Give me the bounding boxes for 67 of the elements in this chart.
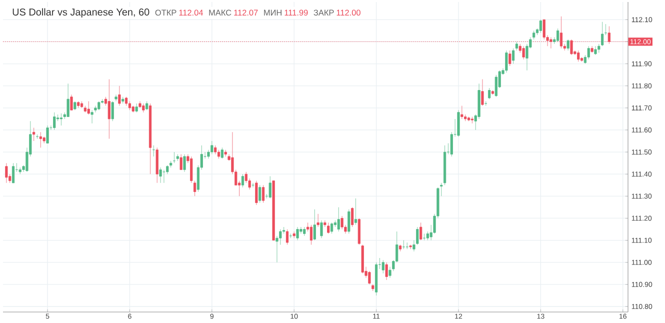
- candlestick: [313, 209, 316, 241]
- candlestick: [60, 113, 63, 126]
- candlestick: [351, 206, 354, 228]
- candlestick: [505, 50, 508, 73]
- annotation: ОТКР: [155, 10, 176, 16]
- candlestick: [354, 198, 358, 226]
- candlestick: [556, 28, 560, 42]
- candlestick: [577, 50, 580, 62]
- candlestick: [114, 94, 118, 102]
- candlestick: [220, 147, 224, 159]
- candlestick: [522, 46, 525, 60]
- candlestick: [330, 222, 334, 234]
- candlestick: [258, 184, 262, 204]
- candlestick: [320, 220, 323, 238]
- candlestick: [539, 19, 542, 34]
- candlestick: [159, 167, 162, 184]
- candlestick: [66, 83, 70, 117]
- candlestick: [566, 39, 570, 51]
- candlestick: [39, 132, 42, 148]
- candlestick: [368, 270, 371, 285]
- text: US Dollar vs Japanese Yen, 60: [12, 8, 150, 18]
- candlestick: [118, 86, 121, 106]
- candlestick: [244, 172, 248, 184]
- candlestick: [337, 206, 340, 232]
- candlestick: [296, 226, 299, 241]
- candlestick: [587, 46, 590, 60]
- candlestick: [183, 154, 186, 172]
- annotation: ЗАКР: [314, 10, 334, 16]
- candlestick: [286, 228, 289, 245]
- candlestick: [46, 125, 49, 144]
- candlestick: [241, 174, 244, 188]
- candlestick: [53, 112, 56, 130]
- candlestick: [111, 101, 114, 122]
- candlestick: [488, 88, 491, 100]
- candlestick: [512, 48, 515, 64]
- candlestick: [268, 176, 272, 199]
- candlestick: [12, 162, 15, 184]
- candlestick: [508, 50, 512, 66]
- candlestick: [340, 216, 344, 230]
- candlestick: [32, 128, 36, 142]
- candlestick: [460, 105, 464, 120]
- candlestick: [87, 101, 90, 115]
- candlestick: [210, 140, 214, 155]
- candlestick: [262, 184, 265, 204]
- candlestick: [494, 74, 498, 98]
- annotation: МИН: [264, 10, 282, 16]
- candlestick: [382, 260, 384, 274]
- candlestick: [385, 262, 388, 280]
- annotation: 112.04: [179, 10, 203, 16]
- candlestick: [70, 94, 73, 110]
- candlestick: [457, 110, 460, 137]
- candlestick: [90, 110, 94, 124]
- candlestick: [5, 162, 8, 184]
- candlestick: [601, 22, 604, 46]
- candlestick: [108, 78, 110, 140]
- annotation: 111.99: [284, 10, 308, 16]
- candlestick: [255, 180, 258, 206]
- candlestick: [327, 222, 330, 234]
- candlestick: [316, 214, 320, 228]
- annotation: МАКС: [209, 10, 232, 16]
- candlestick: [420, 222, 422, 241]
- annotation: 112.00: [336, 10, 360, 16]
- candlestick: [180, 154, 182, 170]
- annotation: 112.07: [234, 10, 258, 16]
- candlestick: [348, 209, 350, 234]
- candlestick: [481, 78, 484, 106]
- candlestick: [310, 224, 313, 245]
